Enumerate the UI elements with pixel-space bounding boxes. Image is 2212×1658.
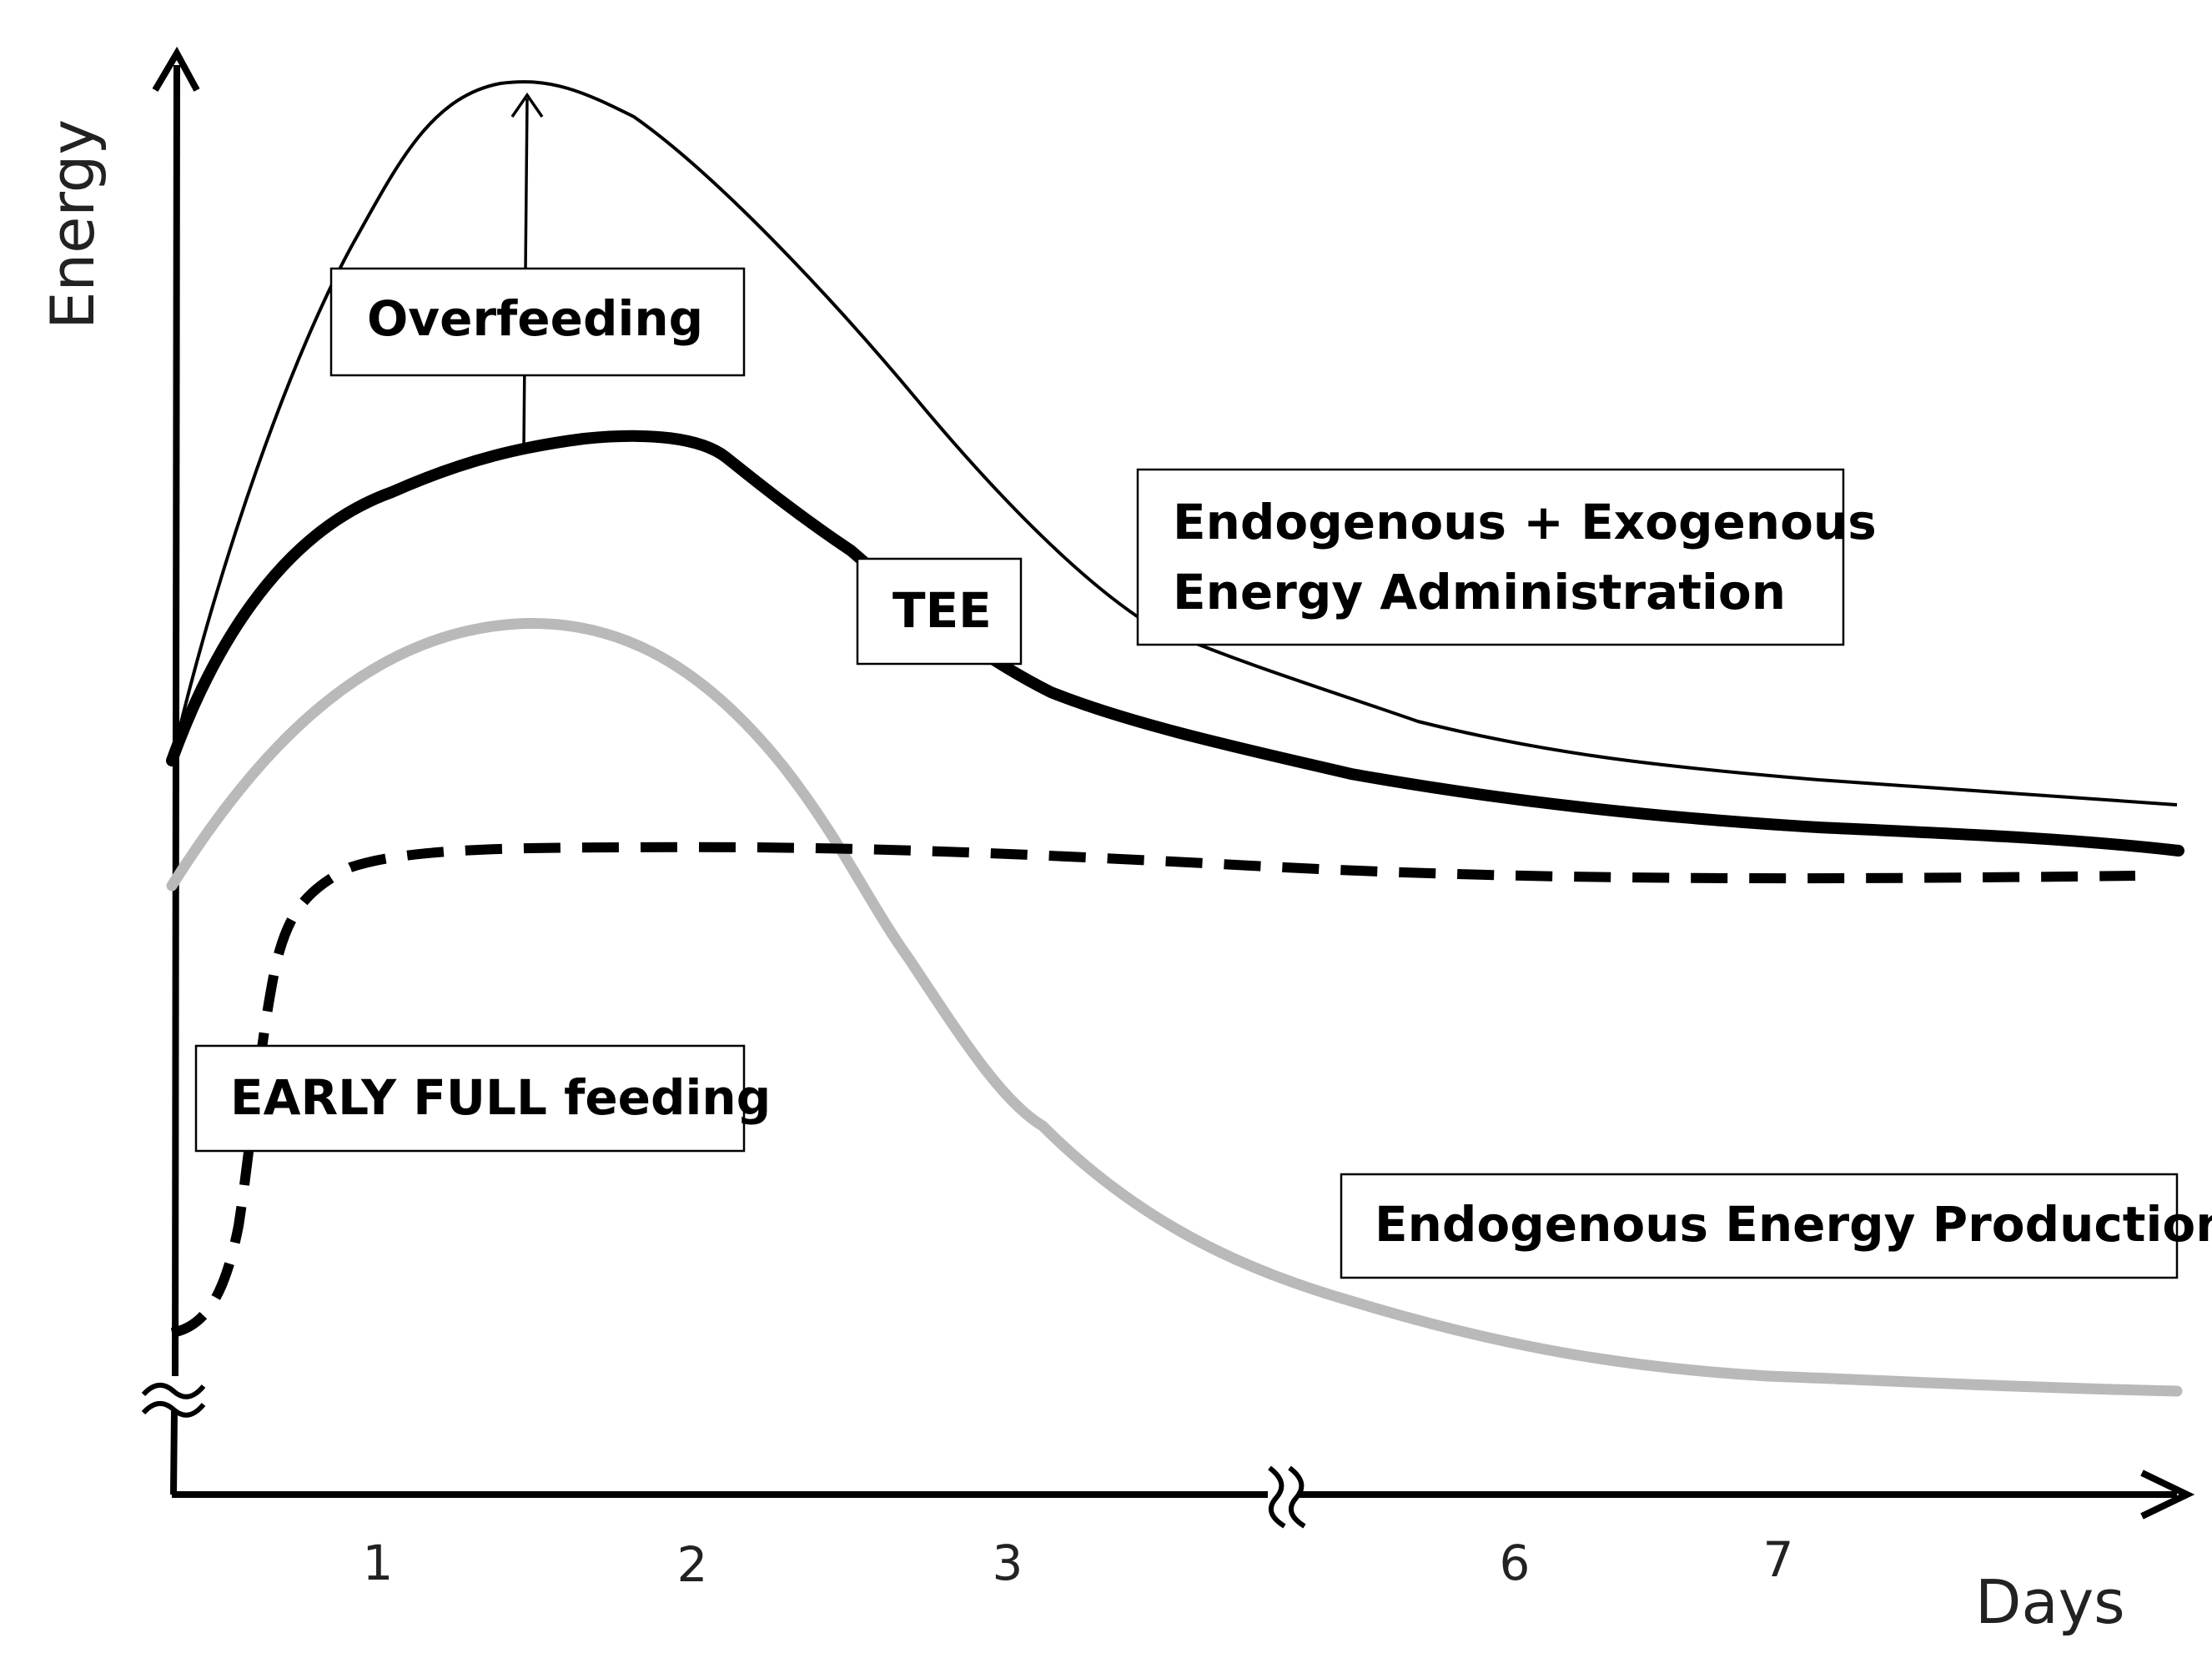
x-axis-title: Days <box>1975 1567 2125 1637</box>
y-axis-line-lower <box>170 1410 178 1495</box>
x-axis <box>172 1465 2195 1529</box>
overfeeding-label-text: Overfeeding <box>367 290 703 347</box>
endogenous-production-label: Endogenous Energy Production <box>1340 1173 2212 1279</box>
y-axis-break-icon <box>141 1383 206 1418</box>
combined-administration-label: Endogenous + Exogenous Energy Administra… <box>1136 468 1877 646</box>
x-tick-label: 1 <box>363 1535 394 1591</box>
combined-administration-label-line1: Endogenous + Exogenous <box>1173 494 1877 550</box>
x-tick-label: 2 <box>677 1536 708 1593</box>
tee-label: TEE <box>856 557 1023 666</box>
y-axis-arrowhead <box>152 46 200 93</box>
x-axis-break-icon <box>1268 1465 1306 1529</box>
endogenous-energy-production-curve <box>166 617 2183 1397</box>
overfeeding-label: Overfeeding <box>329 267 746 377</box>
x-tick-label: 3 <box>993 1535 1023 1591</box>
endogenous-production-label-text: Endogenous Energy Production <box>1375 1196 2212 1253</box>
y-axis-title: Energy <box>38 119 108 329</box>
early-full-feeding-label: EARLY FULL feeding <box>194 1044 771 1153</box>
x-tick-label: 6 <box>1500 1535 1531 1591</box>
y-axis-line-upper <box>172 64 180 1377</box>
early-full-feeding-label-text: EARLY FULL feeding <box>230 1069 771 1126</box>
endogenous-exogenous-administration-curve <box>170 80 2178 806</box>
tee-label-text: TEE <box>892 582 992 639</box>
combined-administration-label-line2: Energy Administration <box>1173 564 1786 620</box>
y-axis <box>141 46 206 1495</box>
x-axis-arrowhead <box>2140 1470 2195 1520</box>
x-tick-label: 7 <box>1763 1531 1794 1588</box>
